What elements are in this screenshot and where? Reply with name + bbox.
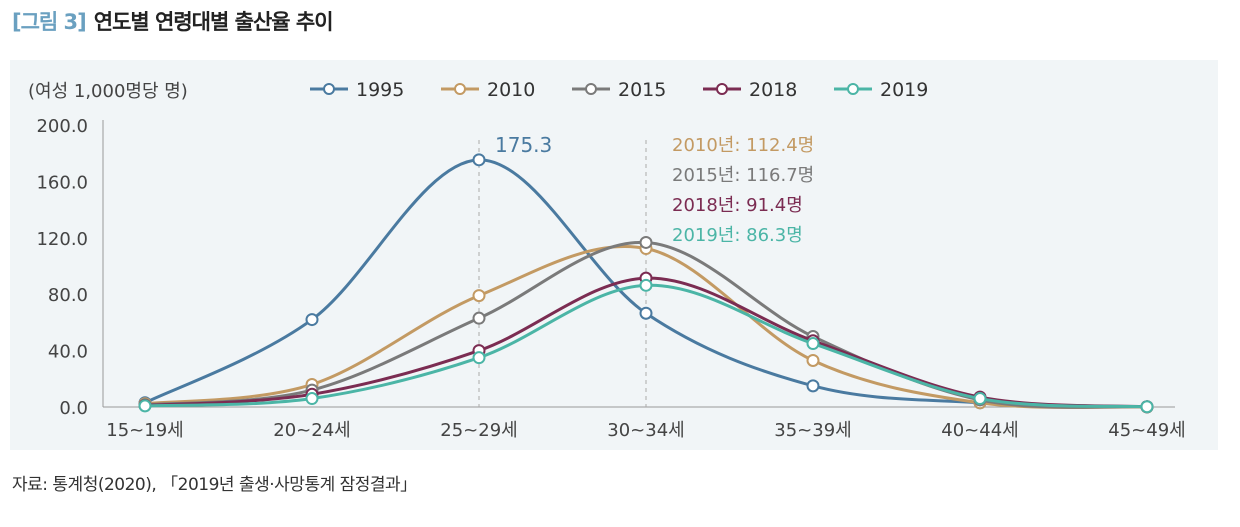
figure-title: [그림 3] 연도별 연령대별 출산율 추이 [12, 6, 334, 36]
chart-panel [10, 60, 1218, 450]
data-point-2019 [1140, 400, 1154, 414]
figure-number: [그림 3] [12, 10, 87, 34]
peak-annotation-1995: 175.3 [495, 133, 552, 157]
x-tick-label: 40~44세 [941, 420, 1018, 441]
legend-label-1995: 1995 [356, 79, 404, 101]
unit-label: (여성 1,000명당 명) [28, 81, 188, 102]
data-point-2015 [472, 311, 486, 325]
legend-marker-2019 [847, 83, 859, 95]
y-tick-label: 160.0 [36, 172, 88, 193]
data-point-1995 [806, 379, 820, 393]
peak-annotation: 2010년: 112.4명 [672, 135, 814, 156]
source-note: 자료: 통계청(2020), 「2019년 출생·사망통계 잠정결과」 [12, 475, 417, 495]
legend-label-2018: 2018 [749, 79, 797, 101]
data-point-2010 [806, 353, 820, 367]
legend-marker-2018 [716, 83, 728, 95]
data-point-2010 [472, 289, 486, 303]
x-tick-label: 25~29세 [440, 420, 517, 441]
data-point-2015 [639, 235, 653, 249]
data-point-2019 [639, 278, 653, 292]
x-tick-label: 15~19세 [106, 420, 183, 441]
x-tick-label: 45~49세 [1108, 420, 1185, 441]
peak-annotation: 2019년: 86.3명 [672, 225, 803, 246]
y-tick-label: 40.0 [48, 342, 88, 363]
figure-title-text: 연도별 연령대별 출산율 추이 [93, 10, 334, 34]
data-point-1995 [305, 313, 319, 327]
peak-annotation: 2015년: 116.7명 [672, 165, 814, 186]
legend-marker-2010 [454, 83, 466, 95]
y-tick-label: 80.0 [48, 285, 88, 306]
legend-marker-1995 [323, 83, 335, 95]
y-tick-label: 120.0 [36, 229, 88, 250]
peak-annotation: 2018년: 91.4명 [672, 195, 803, 216]
y-tick-label: 200.0 [36, 116, 88, 137]
legend-label-2019: 2019 [880, 79, 928, 101]
data-point-1995 [639, 306, 653, 320]
data-point-2019 [806, 337, 820, 351]
x-tick-label: 20~24세 [273, 420, 350, 441]
data-point-2019 [138, 399, 152, 413]
legend-marker-2015 [585, 83, 597, 95]
data-point-1995 [472, 153, 486, 167]
legend-label-2015: 2015 [618, 79, 666, 101]
legend-label-2010: 2010 [487, 79, 535, 101]
x-tick-label: 30~34세 [607, 420, 684, 441]
data-point-2019 [305, 392, 319, 406]
data-point-2019 [973, 392, 987, 406]
data-point-2019 [472, 351, 486, 365]
y-tick-label: 0.0 [59, 398, 88, 419]
x-tick-label: 35~39세 [774, 420, 851, 441]
